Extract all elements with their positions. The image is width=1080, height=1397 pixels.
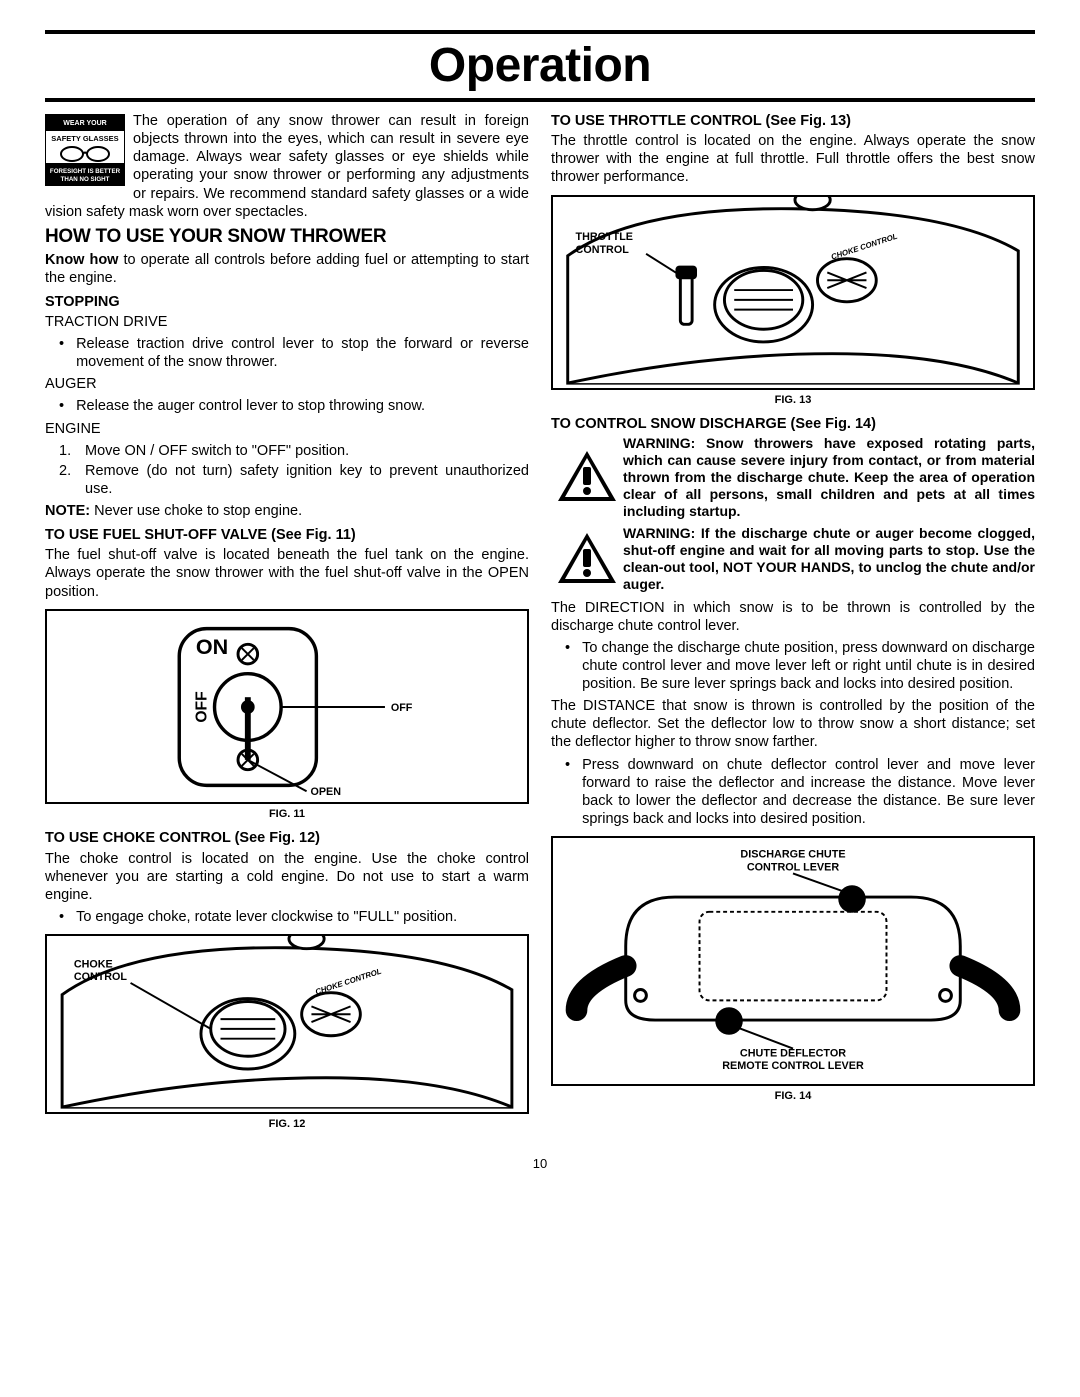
traction-drive-label: TRACTION DRIVE: [45, 313, 529, 331]
svg-text:DISCHARGE CHUTE: DISCHARGE CHUTE: [740, 849, 845, 861]
note-text: NOTE: Never use choke to stop engine.: [45, 502, 529, 520]
engine-step-2: Remove (do not turn) safety ignition key…: [45, 462, 529, 498]
distance-item: Press downward on chute deflector contro…: [551, 756, 1035, 829]
how-to-use-heading: HOW TO USE YOUR SNOW THROWER: [45, 225, 529, 249]
warning-2-text: WARNING: If the discharge chute or auger…: [623, 525, 1035, 592]
throttle-heading: TO USE THROTTLE CONTROL (See Fig. 13): [551, 112, 1035, 130]
svg-text:CONTROL: CONTROL: [74, 971, 128, 983]
warning-2: WARNING: If the discharge chute or auger…: [551, 525, 1035, 592]
svg-text:WEAR YOUR: WEAR YOUR: [63, 120, 106, 127]
throttle-text: The throttle control is located on the e…: [551, 132, 1035, 186]
svg-text:OFF: OFF: [194, 691, 211, 722]
svg-text:SAFETY GLASSES: SAFETY GLASSES: [51, 134, 118, 143]
distance-text: The DISTANCE that snow is thrown is cont…: [551, 697, 1035, 751]
page-title: Operation: [45, 36, 1035, 96]
stopping-heading: STOPPING: [45, 293, 529, 311]
safety-glasses-badge: WEAR YOUR SAFETY GLASSES FORESIGHT IS BE…: [45, 114, 125, 186]
svg-text:REMOTE CONTROL LEVER: REMOTE CONTROL LEVER: [722, 1060, 864, 1072]
figure-12-box: CHOKE CONTROL CHOKE CONTROL: [45, 934, 529, 1114]
svg-text:FORESIGHT IS BETTER: FORESIGHT IS BETTER: [50, 168, 121, 175]
svg-text:OPEN: OPEN: [311, 786, 342, 798]
warning-icon: [551, 435, 623, 519]
choke-text: The choke control is located on the engi…: [45, 850, 529, 904]
figure-13-box: CHOKE CONTROL THROTTLE CONTROL: [551, 195, 1035, 390]
choke-heading: TO USE CHOKE CONTROL (See Fig. 12): [45, 829, 529, 847]
svg-text:ON: ON: [196, 635, 228, 659]
engine-step-1: Move ON / OFF switch to "OFF" position.: [45, 442, 529, 460]
figure-11-box: ON OFF OFF OPEN: [45, 609, 529, 804]
auger-label: AUGER: [45, 375, 529, 393]
auger-item: Release the auger control lever to stop …: [45, 397, 529, 415]
warning-icon: [551, 525, 623, 592]
svg-text:THROTTLE: THROTTLE: [576, 231, 633, 243]
fuel-valve-text: The fuel shut-off valve is located benea…: [45, 546, 529, 600]
svg-text:CHOKE: CHOKE: [74, 958, 113, 970]
figure-13-caption: FIG. 13: [551, 394, 1035, 408]
direction-item: To change the discharge chute position, …: [551, 639, 1035, 693]
choke-item: To engage choke, rotate lever clockwise …: [45, 908, 529, 926]
svg-text:CONTROL LEVER: CONTROL LEVER: [747, 862, 840, 874]
engine-label: ENGINE: [45, 420, 529, 438]
traction-item: Release traction drive control lever to …: [45, 335, 529, 371]
figure-12-caption: FIG. 12: [45, 1118, 529, 1132]
figure-14-caption: FIG. 14: [551, 1090, 1035, 1104]
figure-11-caption: FIG. 11: [45, 808, 529, 822]
figure-14-box: DISCHARGE CHUTE CONTROL LEVER CHUTE DEFL…: [551, 836, 1035, 1086]
fuel-valve-heading: TO USE FUEL SHUT-OFF VALVE (See Fig. 11): [45, 526, 529, 544]
title-banner: Operation: [45, 30, 1035, 102]
svg-text:CHUTE DEFLECTOR: CHUTE DEFLECTOR: [740, 1047, 846, 1059]
know-how-bold: Know how: [45, 252, 118, 268]
svg-text:THAN NO SIGHT: THAN NO SIGHT: [61, 176, 110, 183]
svg-text:CONTROL: CONTROL: [576, 243, 630, 255]
left-column: WEAR YOUR SAFETY GLASSES FORESIGHT IS BE…: [45, 112, 529, 1140]
two-column-layout: WEAR YOUR SAFETY GLASSES FORESIGHT IS BE…: [45, 112, 1035, 1140]
warning-1: WARNING: Snow throwers have exposed rota…: [551, 435, 1035, 519]
direction-text: The DIRECTION in which snow is to be thr…: [551, 599, 1035, 635]
warning-1-text: WARNING: Snow throwers have exposed rota…: [623, 435, 1035, 519]
know-how-text: Know how to operate all controls before …: [45, 251, 529, 287]
page-number: 10: [45, 1156, 1035, 1172]
right-column: TO USE THROTTLE CONTROL (See Fig. 13) Th…: [551, 112, 1035, 1140]
svg-text:OFF: OFF: [391, 702, 413, 714]
discharge-heading: TO CONTROL SNOW DISCHARGE (See Fig. 14): [551, 415, 1035, 433]
